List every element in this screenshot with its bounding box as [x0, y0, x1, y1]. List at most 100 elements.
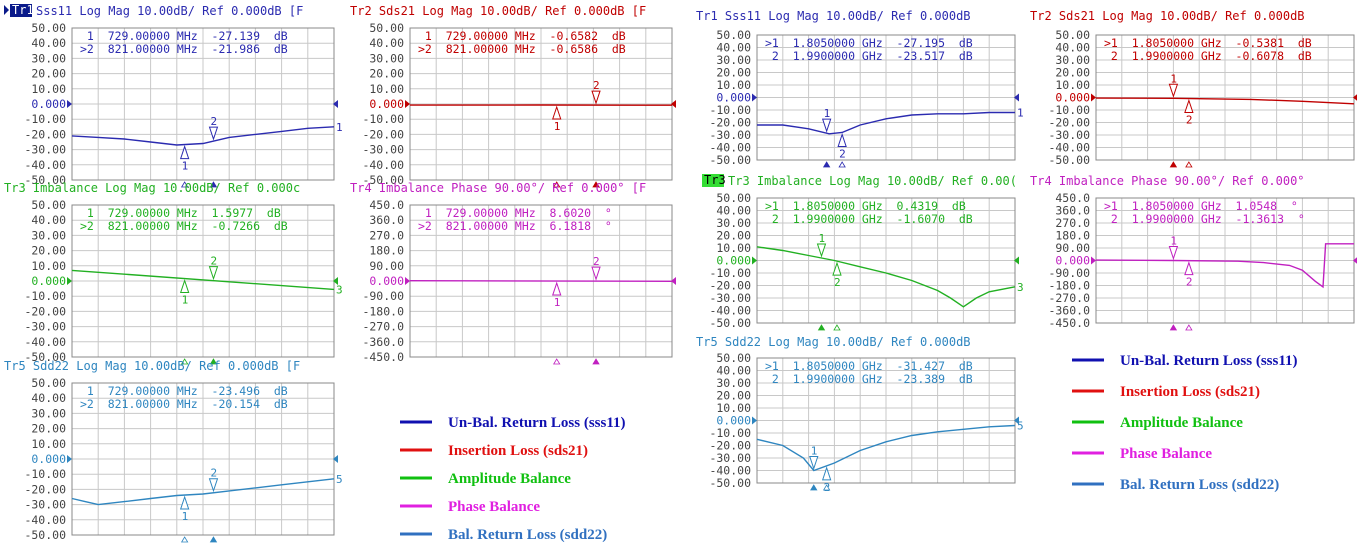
- marker-readout: 2 1.9900000 GHz -0.6078 dB: [1104, 49, 1312, 63]
- chart-title: Tr1 Sss11 Log Mag 10.00dB/ Ref 0.000dB: [696, 9, 971, 23]
- y-tick-label: 0.000: [31, 97, 66, 111]
- marker-readout: 1 729.00000 MHz 1.5977 dB: [80, 206, 281, 220]
- y-tick-label: -30.00: [709, 128, 751, 142]
- marker-readout: 1 729.00000 MHz -23.496 dB: [80, 384, 288, 398]
- y-tick-label: 50.00: [31, 21, 66, 35]
- marker-readout: >2 821.00000 MHz -0.6586 dB: [418, 42, 626, 56]
- y-tick-label: 30.00: [31, 51, 66, 65]
- y-tick-label: -40.00: [362, 158, 404, 172]
- y-tick-label: -30.00: [709, 451, 751, 465]
- y-tick-label: 40.00: [1055, 41, 1090, 55]
- marker-number: 2: [210, 467, 217, 480]
- y-tick-label: 10.00: [1055, 78, 1090, 92]
- legend-label: Amplitude Balance: [1120, 415, 1243, 431]
- ref-level-left-icon: [752, 416, 757, 425]
- y-tick-label: 360.0: [369, 213, 404, 227]
- legend-label: Phase Balance: [1120, 446, 1212, 462]
- stimulus-marker-icon: [822, 161, 831, 168]
- ref-level-right-icon: [1353, 94, 1357, 101]
- y-tick-label: 360.0: [1055, 204, 1090, 218]
- y-tick-label: 0.000: [31, 452, 66, 466]
- legend-label: Bal. Return Loss (sdd22): [448, 527, 607, 543]
- y-tick-label: 20.00: [1055, 66, 1090, 80]
- y-tick-label: 50.00: [716, 351, 751, 365]
- y-tick-label: 30.00: [716, 216, 751, 230]
- chart-panel-3: Tr3 Imbalance Log Mag 10.00dB/ Ref 0.000…: [4, 181, 343, 365]
- trace-end-number: 1: [336, 121, 343, 134]
- trace-end-number: 5: [1017, 420, 1024, 433]
- y-tick-label: -30.00: [24, 320, 66, 334]
- trace-badge: [702, 174, 724, 187]
- chart-panel-7: Tr2 Sds21 Log Mag 10.00dB/ Ref 0.000dB 50…: [1030, 9, 1357, 168]
- y-tick-label: 20.00: [716, 229, 751, 243]
- y-tick-label: 180.0: [369, 244, 404, 258]
- y-tick-label: 30.00: [716, 376, 751, 390]
- marker-triangle-icon: [816, 243, 827, 258]
- y-tick-label: -30.00: [24, 498, 66, 512]
- y-tick-label: -450.0: [362, 350, 404, 364]
- y-tick-label: -30.00: [1048, 128, 1090, 142]
- marker-triangle-icon: [837, 132, 847, 147]
- marker-number: 1: [182, 160, 189, 173]
- y-tick-label: 40.00: [716, 41, 751, 55]
- y-tick-label: -40.00: [24, 335, 66, 349]
- y-tick-label: -180.0: [362, 304, 404, 318]
- chart-title: Sss11 Log Mag 10.00dB/ Ref 0.000dB [F: [36, 4, 303, 18]
- stimulus-marker-icon: [592, 181, 600, 188]
- y-tick-label: -20.00: [1048, 116, 1090, 130]
- y-tick-label: -360.0: [1048, 304, 1090, 318]
- y-tick-label: 20.00: [369, 67, 404, 81]
- y-tick-label: -30.00: [709, 291, 751, 305]
- stimulus-marker-icon: [209, 536, 218, 543]
- ref-level-right-icon: [671, 277, 676, 285]
- legend-label: Un-Bal. Return Loss (sss11): [1120, 353, 1298, 369]
- y-tick-label: -10.00: [24, 467, 66, 481]
- chart-panel-6: Tr1 Sss11 Log Mag 10.00dB/ Ref 0.000dB 50…: [696, 9, 1024, 168]
- y-tick-label: 40.00: [369, 36, 404, 50]
- stimulus-marker-icon: [592, 358, 600, 365]
- marker-triangle-icon: [179, 145, 190, 160]
- y-tick-label: 180.0: [1055, 229, 1090, 243]
- marker-number: 1: [819, 232, 826, 245]
- y-tick-label: 90.00: [369, 259, 404, 273]
- marker-readout: 1 729.00000 MHz 8.6020 °: [418, 206, 612, 220]
- marker-triangle-icon: [179, 278, 190, 294]
- y-tick-label: -90.00: [1048, 266, 1090, 280]
- marker-readout: 1 729.00000 MHz -0.6582 dB: [418, 29, 626, 43]
- marker-triangle-icon: [208, 126, 219, 141]
- stimulus-marker-icon: [553, 181, 561, 188]
- y-tick-label: 20.00: [31, 422, 66, 436]
- ref-level-right-icon: [333, 455, 338, 463]
- legend-label: Phase Balance: [448, 499, 540, 515]
- y-tick-label: -30.00: [24, 143, 66, 157]
- stimulus-marker-icon: [810, 484, 818, 491]
- y-tick-label: -20.00: [24, 482, 66, 496]
- marker-number: 2: [593, 79, 600, 92]
- y-tick-label: 10.00: [31, 437, 66, 451]
- y-tick-label: -10.00: [1048, 103, 1090, 117]
- stimulus-marker-icon: [209, 358, 218, 365]
- y-tick-label: -20.00: [709, 279, 751, 293]
- ref-level-left-icon: [405, 100, 410, 108]
- trace-line: [756, 424, 1016, 472]
- marker-triangle-icon: [1168, 83, 1179, 98]
- chart-panel-9: Tr4 Imbalance Phase 90.00°/ Ref 0.000° 45…: [1030, 174, 1357, 331]
- active-trace-icon: [4, 5, 9, 15]
- y-tick-label: 270.0: [369, 228, 404, 242]
- y-tick-label: 10.00: [31, 259, 66, 273]
- y-tick-label: -10.00: [362, 112, 404, 126]
- y-tick-label: 20.00: [716, 389, 751, 403]
- stimulus-marker-icon: [1185, 324, 1193, 331]
- marker-number: 2: [1186, 276, 1193, 289]
- marker-number: 1: [1170, 72, 1177, 85]
- ref-level-right-icon: [671, 100, 676, 108]
- marker-readout: >1 1.8050000 GHz 0.4319 dB: [765, 199, 966, 213]
- y-tick-label: -20.00: [362, 127, 404, 141]
- y-tick-label: -90.00: [362, 289, 404, 303]
- ref-level-right-icon: [1014, 256, 1019, 265]
- marker-readout: >2 821.00000 MHz -21.986 dB: [80, 42, 288, 56]
- y-tick-label: -40.00: [709, 464, 751, 478]
- y-tick-label: -30.00: [362, 143, 404, 157]
- y-tick-label: -40.00: [24, 513, 66, 527]
